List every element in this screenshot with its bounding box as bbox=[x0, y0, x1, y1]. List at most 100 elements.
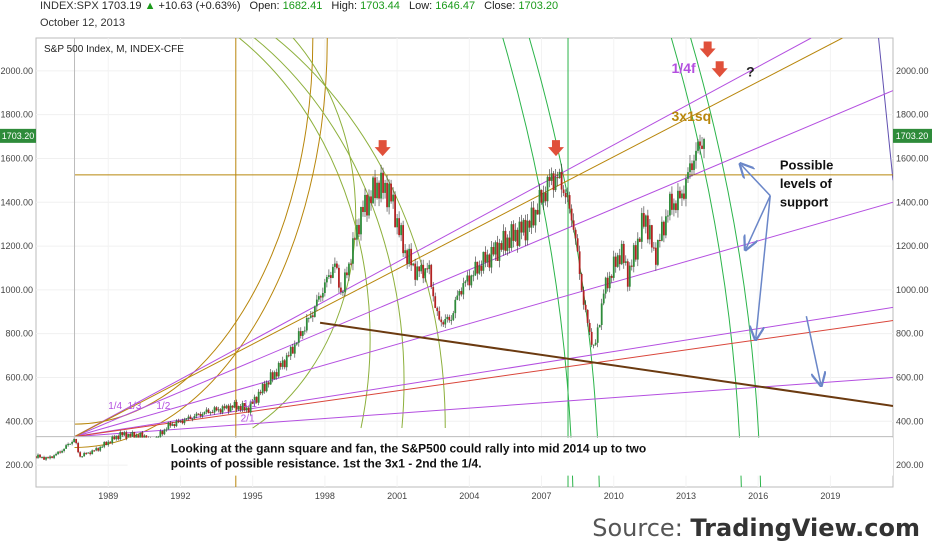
candle-body bbox=[683, 193, 685, 199]
candle-body bbox=[97, 448, 100, 451]
candle-body bbox=[486, 254, 489, 263]
candle-body bbox=[135, 435, 138, 439]
candle-body bbox=[614, 256, 617, 267]
y-tick-label-left: 1400.00 bbox=[0, 197, 33, 207]
fan-line-1/4f bbox=[74, 38, 812, 438]
candle-body bbox=[526, 220, 529, 241]
chart-annotation: 1/4f bbox=[672, 60, 696, 76]
candle-body bbox=[271, 372, 274, 380]
up-triangle-icon: ▲ bbox=[144, 0, 156, 12]
y-tick-label-right: 1600.00 bbox=[896, 153, 929, 163]
candle-body bbox=[129, 433, 132, 437]
candle-body bbox=[263, 383, 266, 392]
candle-body bbox=[546, 176, 549, 202]
x-tick-label: 2001 bbox=[387, 491, 407, 501]
x-tick-label: 2019 bbox=[820, 491, 840, 501]
close-label: Close: bbox=[484, 0, 516, 12]
candle-body bbox=[484, 251, 487, 263]
candle-body bbox=[239, 406, 242, 411]
plot-frame bbox=[35, 37, 894, 488]
candle-body bbox=[159, 431, 162, 437]
candle-body bbox=[492, 247, 495, 255]
candle-body bbox=[660, 221, 663, 241]
candle-body bbox=[117, 435, 120, 440]
candle-body bbox=[47, 457, 49, 459]
candle-body bbox=[626, 261, 629, 287]
candle-body bbox=[103, 441, 106, 447]
candle-body bbox=[446, 316, 449, 319]
candle-body bbox=[482, 251, 485, 271]
y-tick-label-right: 1000.00 bbox=[896, 285, 929, 295]
candle-body bbox=[87, 452, 90, 454]
candle-body bbox=[556, 177, 559, 179]
candle-body bbox=[203, 411, 206, 414]
candle-body bbox=[554, 177, 557, 191]
candle-body bbox=[63, 448, 65, 451]
candle-body bbox=[197, 413, 200, 415]
note-text-line2: points of possible resistance. 1st the 3… bbox=[171, 457, 482, 471]
close-value: 1703.20 bbox=[518, 0, 559, 12]
candle-body bbox=[255, 396, 258, 403]
candle-body bbox=[462, 283, 465, 295]
candle-body bbox=[667, 215, 669, 217]
chart-annotation: support bbox=[780, 195, 829, 210]
candle-body bbox=[257, 391, 260, 403]
x-tick-label: 2013 bbox=[676, 491, 696, 501]
candle-body bbox=[450, 319, 453, 321]
low-value: 1646.47 bbox=[435, 0, 476, 12]
candle-body bbox=[703, 139, 705, 149]
candle-body bbox=[548, 176, 551, 181]
candle-body bbox=[392, 194, 394, 202]
candle-body bbox=[275, 372, 278, 377]
candle-body bbox=[207, 409, 210, 414]
candle-body bbox=[127, 433, 130, 439]
candle-body bbox=[665, 216, 667, 236]
y-tick-label-right: 600.00 bbox=[896, 372, 924, 382]
candle-body bbox=[193, 415, 196, 419]
date-label: October 12, 2013 bbox=[40, 17, 126, 29]
candle-body bbox=[630, 265, 633, 267]
note-text-line1: Looking at the gann square and fan, the … bbox=[171, 442, 646, 456]
candle-body bbox=[478, 265, 481, 274]
candle-body bbox=[233, 401, 236, 408]
candle-body bbox=[388, 183, 390, 208]
candle-body bbox=[249, 401, 252, 413]
candle-body bbox=[518, 221, 521, 246]
candle-body bbox=[534, 209, 537, 226]
candle-body bbox=[368, 196, 370, 216]
candle-body bbox=[500, 243, 503, 250]
high-label: High: bbox=[331, 0, 358, 12]
candle-body bbox=[398, 218, 401, 236]
x-tick-label: 2016 bbox=[748, 491, 768, 501]
candle-body bbox=[139, 432, 142, 439]
candle-body bbox=[36, 456, 37, 458]
candle-body bbox=[315, 299, 318, 307]
candle-body bbox=[420, 264, 423, 272]
candle-body bbox=[442, 322, 445, 325]
candle-body bbox=[656, 239, 659, 265]
candle-body bbox=[329, 275, 332, 278]
chart-annotation: Possible bbox=[780, 157, 833, 172]
candle-body bbox=[125, 432, 128, 439]
candle-body bbox=[327, 275, 330, 278]
candle-body bbox=[636, 238, 639, 260]
fan-line-3x1sq bbox=[74, 38, 843, 438]
candle-body bbox=[452, 313, 455, 320]
price-change: +10.63 (+0.63%) bbox=[158, 0, 241, 12]
candle-body bbox=[295, 342, 298, 345]
open-value: 1682.41 bbox=[282, 0, 323, 12]
candle-body bbox=[502, 230, 505, 250]
y-tick-label-left: 1600.00 bbox=[0, 153, 33, 163]
candle-body bbox=[55, 454, 57, 456]
fan-line-2/1 bbox=[74, 376, 893, 438]
candle-body bbox=[408, 248, 411, 264]
symbol-label: INDEX:SPX bbox=[40, 0, 99, 12]
candle-body bbox=[281, 360, 284, 367]
candle-body bbox=[91, 450, 94, 455]
candle-body bbox=[628, 265, 631, 287]
source-prefix: Source: bbox=[592, 514, 691, 542]
candle-body bbox=[522, 219, 525, 233]
candle-body bbox=[456, 295, 459, 300]
candle-body bbox=[390, 183, 392, 202]
candle-body bbox=[358, 224, 360, 235]
